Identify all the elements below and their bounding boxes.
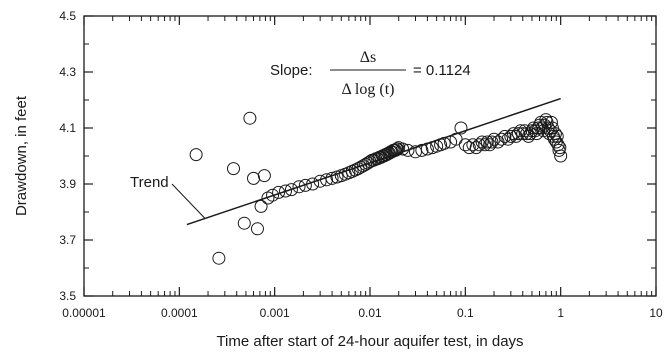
data-point — [284, 183, 298, 197]
data-point — [401, 143, 415, 157]
x-axis-title: Time after start of 24-hour aquifer test… — [216, 333, 523, 350]
data-point — [516, 127, 530, 141]
x-tick-label: 0.1 — [457, 306, 474, 320]
data-point — [544, 115, 558, 129]
trend-leader-line — [171, 183, 206, 219]
data-point — [480, 135, 494, 149]
data-point — [472, 138, 486, 152]
x-tick-label: 1 — [557, 306, 564, 320]
data-point — [415, 143, 429, 157]
data-point — [292, 180, 306, 194]
data-point — [485, 135, 499, 149]
data-point — [553, 141, 567, 155]
data-point — [254, 199, 268, 213]
data-point — [257, 169, 271, 183]
data-point — [298, 178, 312, 192]
data-point — [462, 141, 476, 155]
data-point — [279, 184, 293, 198]
y-tick-label: 3.7 — [59, 233, 76, 247]
data-point — [498, 129, 512, 143]
data-point — [247, 171, 261, 185]
y-tick-label: 4.5 — [59, 9, 76, 23]
slope-denominator: Δ log (t) — [342, 81, 395, 98]
x-tick-label: 10 — [649, 306, 663, 320]
x-tick-label: 0.001 — [260, 306, 290, 320]
y-tick-label: 3.9 — [59, 177, 76, 191]
data-point — [504, 129, 518, 143]
slope-value: = 0.1124 — [413, 62, 471, 79]
slope-numerator: Δs — [360, 49, 377, 66]
x-tick-label: 0.00001 — [62, 306, 106, 320]
data-point — [227, 162, 241, 176]
data-point — [554, 149, 568, 163]
data-points — [189, 111, 568, 265]
data-point — [266, 188, 280, 202]
data-point — [237, 216, 251, 230]
y-tick-label: 4.1 — [59, 121, 76, 135]
axis-ticks — [83, 15, 657, 297]
data-point — [243, 111, 257, 125]
x-tick-labels: 0.00001 0.0001 0.001 0.01 0.1 1 10 — [62, 306, 663, 320]
data-point — [458, 138, 472, 152]
x-tick-label: 0.0001 — [161, 306, 198, 320]
data-point — [454, 121, 468, 135]
data-point — [250, 222, 264, 236]
slope-prefix: Slope: — [270, 62, 313, 79]
data-point — [359, 157, 373, 171]
trend-line — [186, 97, 561, 226]
data-point — [495, 132, 509, 146]
x-tick-label: 0.01 — [358, 306, 382, 320]
slope-annotation: Slope: Δs Δ log (t) = 0.1124 — [270, 49, 471, 98]
data-point — [189, 148, 203, 162]
y-tick-label: 4.3 — [59, 65, 76, 79]
data-point — [212, 251, 226, 265]
trend-label: Trend — [130, 174, 169, 191]
data-point — [391, 142, 405, 156]
y-tick-label: 3.5 — [59, 289, 76, 303]
data-point — [396, 142, 410, 156]
data-point — [475, 135, 489, 149]
y-axis-title: Drawdown, in feet — [13, 95, 30, 216]
data-point — [408, 145, 422, 159]
y-tick-labels: 3.5 3.7 3.9 4.1 4.3 4.5 — [59, 9, 76, 303]
